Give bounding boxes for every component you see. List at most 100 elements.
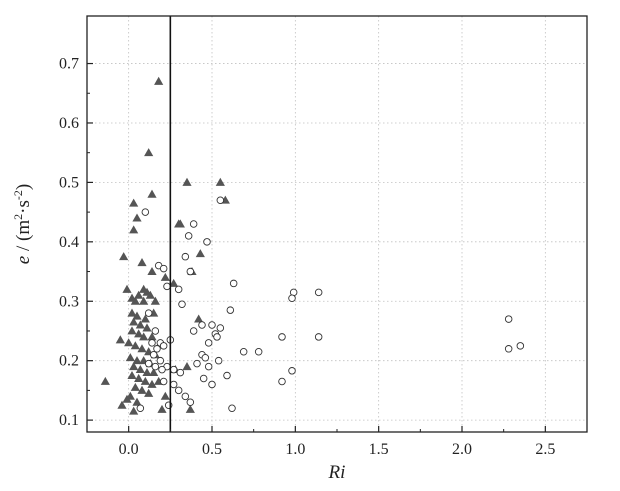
triangle-point <box>119 252 129 261</box>
circle-point <box>223 371 231 380</box>
y-axis-variable: e <box>13 256 34 264</box>
circle-point <box>504 345 513 353</box>
circle-point <box>149 350 158 359</box>
circle-point <box>174 386 183 395</box>
triangle-point <box>147 266 157 275</box>
circle-point <box>144 309 153 317</box>
triangle-point <box>147 379 157 388</box>
axis-ticks <box>87 62 546 432</box>
circle-point <box>189 220 198 228</box>
x-tick-label: 1.5 <box>369 441 389 458</box>
triangle-point <box>140 314 150 323</box>
triangle-point <box>127 308 137 317</box>
circle-point <box>174 285 183 294</box>
triangle-point <box>169 278 179 287</box>
triangle-point <box>122 284 132 293</box>
data-points <box>100 76 525 415</box>
triangle-point <box>129 225 139 234</box>
circle-point <box>184 232 193 240</box>
y-tick-label: 0.2 <box>59 353 79 370</box>
triangle-point <box>115 335 125 344</box>
circle-point <box>288 367 296 375</box>
circle-point <box>204 362 213 371</box>
triangle-point <box>130 382 140 391</box>
triangle-point <box>132 311 142 320</box>
y-axis-title: e / (m2·s-2) <box>11 184 34 264</box>
triangle-point <box>160 272 170 281</box>
circle-point <box>314 288 323 297</box>
circle-point <box>288 294 296 303</box>
x-tick-label: 2.5 <box>535 441 555 458</box>
circle-point <box>169 380 178 389</box>
circle-point <box>186 267 195 276</box>
circle-point <box>181 392 190 401</box>
triangle-point <box>145 290 155 299</box>
circle-point <box>141 208 150 216</box>
triangle-point <box>175 219 185 228</box>
circle-point <box>159 377 168 386</box>
circle-point <box>198 321 206 329</box>
triangle-point <box>132 397 142 406</box>
circle-point <box>208 380 216 389</box>
triangle-point <box>129 198 139 207</box>
circle-point <box>169 365 178 374</box>
triangle-point <box>127 326 137 335</box>
triangle-point <box>194 314 204 323</box>
x-tick-label: 0.5 <box>202 441 222 458</box>
y-tick-label: 0.4 <box>59 234 79 251</box>
circle-point <box>208 321 216 329</box>
triangle-point <box>144 388 154 397</box>
x-tick-label: 0.0 <box>119 441 139 458</box>
circle-point <box>186 398 195 407</box>
triangle-point <box>160 391 170 400</box>
triangle-point <box>139 296 149 305</box>
circle-point <box>203 238 211 246</box>
circle-point <box>254 348 263 356</box>
circle-point <box>163 282 171 291</box>
triangle-point <box>135 320 145 329</box>
triangle-point <box>137 258 147 267</box>
circle-point <box>214 356 223 365</box>
y-tick-label: 0.3 <box>59 293 79 310</box>
circle-point <box>153 345 161 353</box>
y-tick-label: 0.6 <box>59 115 79 132</box>
triangle-point <box>137 344 147 353</box>
triangle-point <box>135 365 145 374</box>
triangle-point <box>147 332 157 341</box>
triangle-point <box>134 329 144 338</box>
circle-point <box>151 362 160 371</box>
triangle-point <box>100 376 110 385</box>
y-axis-unit-dot: · <box>13 208 34 214</box>
triangle-point <box>132 356 142 365</box>
triangle-point <box>150 296 160 305</box>
y-axis-unit-m: m <box>13 220 34 235</box>
triangle-point <box>139 332 149 341</box>
circle-point <box>193 359 201 368</box>
triangle-point <box>127 370 137 379</box>
y-tick-label: 0.7 <box>59 56 79 73</box>
circle-point <box>181 252 190 261</box>
triangle-point <box>147 189 157 198</box>
triangle-point <box>215 177 225 186</box>
x-tick-label: 2.0 <box>452 441 472 458</box>
triangle-point <box>144 148 154 157</box>
y-axis-unit-m-exponent: 2 <box>11 214 25 220</box>
circle-point <box>151 327 160 335</box>
circle-point <box>278 377 286 386</box>
circle-point <box>159 342 168 350</box>
triangle-point <box>140 376 150 385</box>
y-tick-label: 0.5 <box>59 174 79 191</box>
circle-point <box>278 333 286 341</box>
triangle-point <box>142 367 152 377</box>
circle-point <box>148 339 156 347</box>
circle-point <box>189 327 198 335</box>
triangle-point <box>129 317 139 326</box>
triangle-point <box>132 213 142 222</box>
circle-point <box>178 300 186 308</box>
triangle-point <box>134 290 144 299</box>
triangle-point <box>130 341 140 350</box>
circle-point <box>159 264 168 273</box>
circle-point <box>504 315 513 323</box>
grid-lines <box>87 16 587 432</box>
